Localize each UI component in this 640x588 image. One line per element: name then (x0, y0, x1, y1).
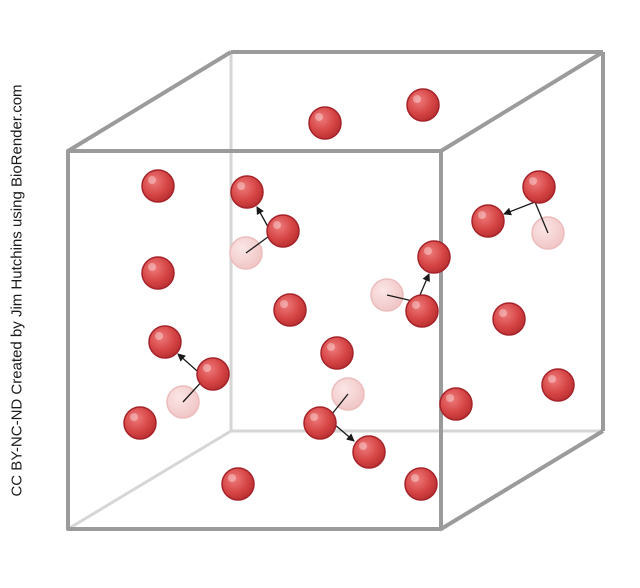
gas-particle-icon (439, 387, 473, 421)
highlight (273, 221, 281, 229)
gas-particle-icon (308, 106, 342, 140)
highlight (446, 394, 454, 402)
gas-particle-icon (230, 175, 264, 209)
cube-front-face (66, 149, 443, 531)
gas-particle-icon (123, 406, 157, 440)
cube-top-left-depth-edge (66, 50, 233, 153)
gas-particle-icon (141, 169, 175, 203)
highlight (412, 301, 420, 309)
gas-particle-icon (471, 204, 505, 238)
gas-particle-icon (352, 435, 386, 469)
highlight (327, 343, 335, 351)
cube-back-edges (67, 52, 603, 531)
cube-bottom-left-depth-edge (67, 429, 232, 531)
gas-particle-icon (196, 357, 230, 391)
gas-particle-icon (273, 293, 307, 327)
highlight (499, 309, 507, 317)
particle-highlights (130, 95, 556, 482)
highlight (130, 413, 138, 421)
gas-particle-icon (406, 88, 440, 122)
gas-particle-icon (522, 170, 556, 204)
highlight (148, 176, 156, 184)
cube-top-right-depth-edge (439, 50, 605, 153)
gas-particle-icon (405, 294, 439, 328)
gas-particle-icon (148, 325, 182, 359)
highlight (148, 263, 156, 271)
gas-particle-icon (320, 336, 354, 370)
highlight (359, 442, 367, 450)
highlight (413, 95, 421, 103)
gas-particle-icon (404, 467, 438, 501)
highlight (280, 300, 288, 308)
gas-particle-icon (141, 256, 175, 290)
highlight (310, 413, 318, 421)
highlight (548, 375, 556, 383)
highlight (424, 247, 432, 255)
gas-particles (123, 88, 575, 501)
gas-particle-icon (266, 214, 300, 248)
highlight (237, 182, 245, 190)
gas-particle-icon (221, 467, 255, 501)
gas-particle-icon (541, 368, 575, 402)
highlight (315, 113, 323, 121)
cube-front-edges (66, 50, 605, 531)
gas-particle-icon (492, 302, 526, 336)
highlight (155, 332, 163, 340)
gas-particle-icon (303, 406, 337, 440)
highlight (203, 364, 211, 372)
highlight (478, 211, 486, 219)
gas-particle-icon (417, 240, 451, 274)
highlight (529, 177, 537, 185)
highlight (411, 474, 419, 482)
highlight (228, 474, 236, 482)
cube-bottom-right-depth-edge (439, 429, 605, 531)
